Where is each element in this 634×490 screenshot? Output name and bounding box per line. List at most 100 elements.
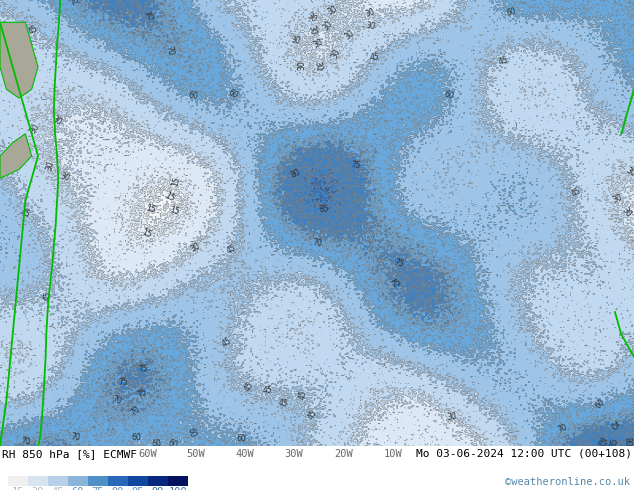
Text: 30: 30 — [619, 205, 633, 219]
Text: 60: 60 — [236, 434, 247, 443]
Text: 70: 70 — [556, 422, 569, 435]
Text: 15: 15 — [145, 203, 157, 214]
Text: 45: 45 — [298, 390, 309, 401]
Text: 30: 30 — [326, 4, 339, 17]
Bar — [48, 476, 67, 486]
Text: RH 850 hPa [%] ECMWF: RH 850 hPa [%] ECMWF — [2, 449, 137, 459]
Text: 85: 85 — [596, 437, 609, 450]
Text: 45: 45 — [262, 386, 272, 395]
Text: 15: 15 — [171, 176, 182, 188]
Text: 60: 60 — [226, 88, 239, 100]
Text: 15: 15 — [169, 205, 181, 217]
Polygon shape — [0, 22, 38, 98]
Text: 75: 75 — [118, 377, 128, 387]
Text: 70: 70 — [313, 238, 323, 247]
Text: 70: 70 — [20, 436, 31, 447]
Polygon shape — [0, 134, 32, 178]
Text: 15: 15 — [140, 227, 152, 239]
Text: 45: 45 — [571, 186, 583, 199]
Text: 40W: 40W — [236, 449, 254, 459]
Bar — [168, 476, 188, 486]
Text: 30: 30 — [312, 37, 325, 50]
Text: 60: 60 — [186, 426, 197, 439]
Text: 30: 30 — [290, 36, 301, 47]
Text: 30W: 30W — [285, 449, 304, 459]
Text: 30: 30 — [330, 48, 342, 60]
Text: 70: 70 — [164, 45, 174, 56]
Text: 30: 30 — [447, 412, 458, 422]
Text: 60: 60 — [72, 487, 84, 490]
Text: 30: 30 — [364, 7, 377, 19]
Text: 70: 70 — [70, 432, 81, 442]
Text: 45: 45 — [0, 158, 11, 171]
Text: 30: 30 — [313, 60, 323, 72]
Bar — [28, 476, 48, 486]
Bar — [148, 476, 167, 486]
Text: 60: 60 — [506, 7, 517, 18]
Text: 70: 70 — [68, 0, 81, 8]
Text: 15: 15 — [164, 191, 176, 203]
Text: 15: 15 — [12, 487, 24, 490]
Text: 30: 30 — [29, 122, 41, 135]
Bar — [8, 476, 27, 486]
Text: 99: 99 — [152, 487, 164, 490]
Text: 75: 75 — [392, 257, 405, 269]
Text: 60: 60 — [188, 91, 198, 101]
Text: 75: 75 — [92, 487, 104, 490]
Text: 85: 85 — [609, 437, 621, 448]
Text: 30: 30 — [624, 166, 634, 179]
Text: 60W: 60W — [139, 449, 157, 459]
Text: 75: 75 — [607, 419, 620, 433]
Text: 30: 30 — [297, 60, 306, 70]
Text: 30: 30 — [365, 21, 376, 31]
Text: 60: 60 — [443, 89, 455, 101]
Text: 100: 100 — [169, 487, 188, 490]
Text: 20W: 20W — [335, 449, 353, 459]
Text: 80: 80 — [623, 437, 632, 446]
Text: 85: 85 — [319, 205, 329, 214]
Text: 70: 70 — [111, 394, 123, 406]
Text: Mo 03-06-2024 12:00 UTC (00+108): Mo 03-06-2024 12:00 UTC (00+108) — [416, 449, 632, 459]
Text: 60: 60 — [167, 439, 179, 450]
Text: 45: 45 — [243, 380, 256, 393]
Text: 30: 30 — [321, 20, 334, 33]
Text: 30: 30 — [32, 487, 44, 490]
Bar — [88, 476, 108, 486]
Text: 60: 60 — [594, 397, 607, 411]
Text: 45: 45 — [498, 55, 510, 67]
Text: 75: 75 — [351, 161, 361, 171]
Text: 90: 90 — [112, 487, 124, 490]
Text: ©weatheronline.co.uk: ©weatheronline.co.uk — [505, 477, 630, 487]
Text: 45: 45 — [220, 336, 233, 348]
Text: 45: 45 — [369, 52, 379, 62]
Text: 60: 60 — [152, 439, 163, 449]
Text: 45: 45 — [307, 408, 320, 421]
Text: 30: 30 — [50, 114, 63, 127]
Text: 80: 80 — [289, 167, 302, 180]
Text: 45: 45 — [19, 207, 32, 219]
Text: 30: 30 — [44, 160, 55, 171]
Text: 30: 30 — [342, 28, 356, 41]
Text: 75: 75 — [390, 278, 403, 290]
Text: 30: 30 — [612, 193, 624, 205]
Bar — [128, 476, 148, 486]
Text: 45: 45 — [225, 243, 238, 256]
Text: 30: 30 — [307, 24, 318, 36]
Text: 30: 30 — [305, 12, 318, 24]
Text: 10W: 10W — [384, 449, 403, 459]
Text: 75: 75 — [138, 365, 148, 374]
Bar — [108, 476, 127, 486]
Text: 45: 45 — [27, 24, 40, 37]
Text: 30: 30 — [189, 241, 202, 254]
Text: 60: 60 — [132, 433, 141, 442]
Text: 95: 95 — [132, 487, 145, 490]
Text: 45: 45 — [42, 291, 53, 301]
Text: 75: 75 — [145, 11, 157, 23]
Text: 75: 75 — [136, 387, 149, 400]
Text: 50W: 50W — [186, 449, 205, 459]
Text: 45: 45 — [52, 487, 64, 490]
Text: 30: 30 — [58, 172, 71, 184]
Bar — [68, 476, 87, 486]
Text: 45: 45 — [277, 398, 288, 409]
Text: 70: 70 — [128, 405, 141, 418]
